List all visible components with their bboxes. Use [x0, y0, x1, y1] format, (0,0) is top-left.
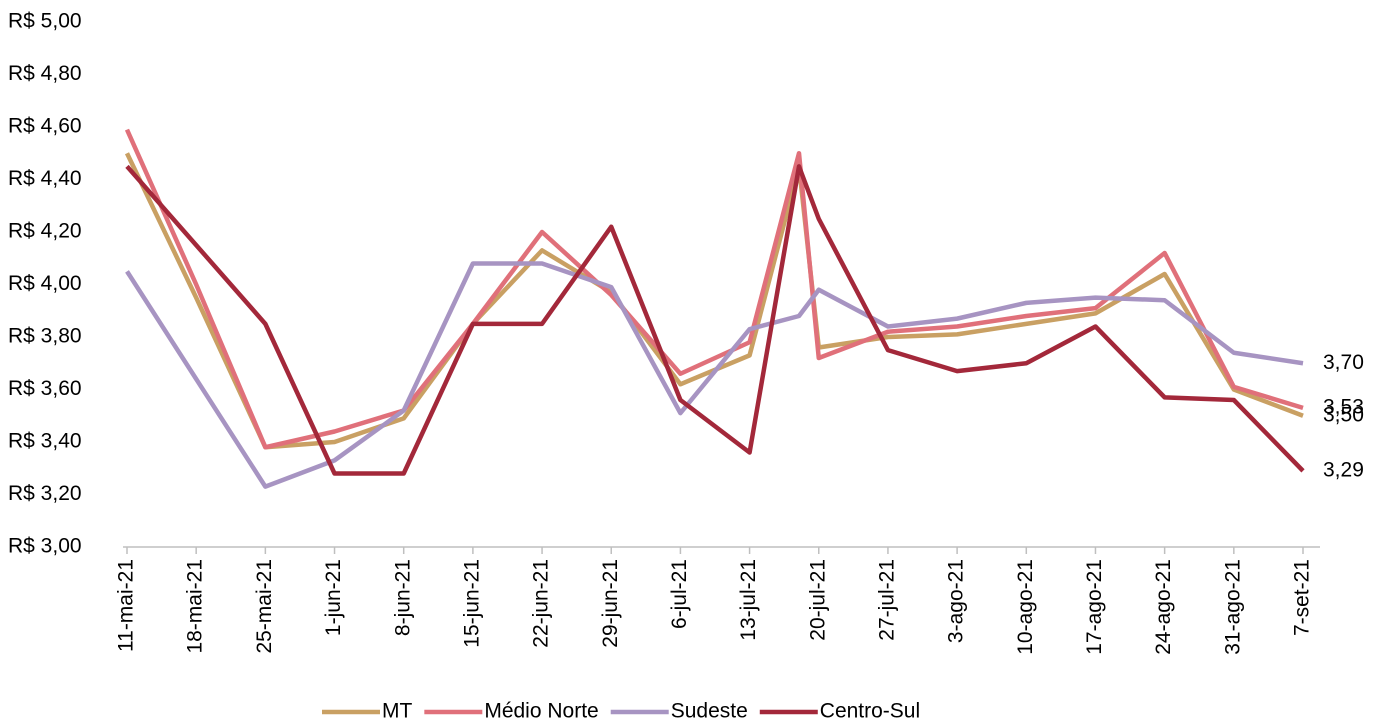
y-tick-label: R$ 3,20 — [8, 482, 82, 505]
series-line — [124, 152, 1304, 450]
y-tick-label: R$ 5,00 — [8, 10, 82, 33]
end-label: 3,53 — [1323, 395, 1364, 418]
x-tick-label: 22-jun-21 — [530, 559, 553, 648]
y-tick-label: R$ 3,60 — [8, 377, 82, 400]
end-label: 3,50 — [1323, 403, 1364, 426]
series-line — [125, 164, 1305, 476]
end-label: 3,70 — [1323, 351, 1364, 374]
y-tick-label: R$ 4,80 — [8, 62, 82, 85]
x-tick-label: 1-jun-21 — [322, 559, 345, 636]
y-tick-label: R$ 4,20 — [8, 220, 82, 243]
x-tick-label: 29-jun-21 — [599, 559, 622, 648]
x-tick-label: 10-ago-21 — [1014, 559, 1037, 655]
x-tick-label: 13-jul-21 — [737, 559, 760, 641]
x-tick-label: 17-ago-21 — [1083, 559, 1106, 655]
series-line — [125, 261, 1304, 489]
series-line — [124, 128, 1304, 450]
y-tick-label: R$ 3,40 — [8, 430, 82, 453]
x-tick-label: 3-ago-21 — [945, 559, 968, 643]
y-tick-label: R$ 3,80 — [8, 325, 82, 348]
y-tick-label: R$ 4,40 — [8, 167, 82, 190]
legend-label: Médio Norte — [484, 700, 598, 723]
x-tick-label: 20-jul-21 — [806, 559, 829, 641]
x-tick-label: 7-set-21 — [1291, 559, 1314, 636]
x-tick-label: 8-jun-21 — [391, 559, 414, 636]
x-tick-label: 25-mai-21 — [253, 559, 276, 654]
x-tick-label: 18-mai-21 — [184, 559, 207, 654]
x-tick-label: 31-ago-21 — [1221, 559, 1244, 655]
x-tick-label: 15-jun-21 — [460, 559, 483, 648]
x-tick-label: 6-jul-21 — [668, 559, 691, 629]
x-tick-label: 11-mai-21 — [115, 559, 138, 652]
y-tick-label: R$ 3,00 — [8, 535, 82, 558]
y-tick-label: R$ 4,60 — [8, 115, 82, 138]
legend-label: Centro-Sul — [820, 700, 920, 723]
x-tick-label: 27-jul-21 — [875, 559, 898, 641]
end-label: 3,29 — [1323, 458, 1364, 481]
y-tick-label: R$ 4,00 — [8, 272, 82, 295]
legend-label: MT — [382, 700, 412, 723]
legend-label: Sudeste — [671, 700, 748, 723]
x-tick-label: 24-ago-21 — [1152, 559, 1175, 655]
